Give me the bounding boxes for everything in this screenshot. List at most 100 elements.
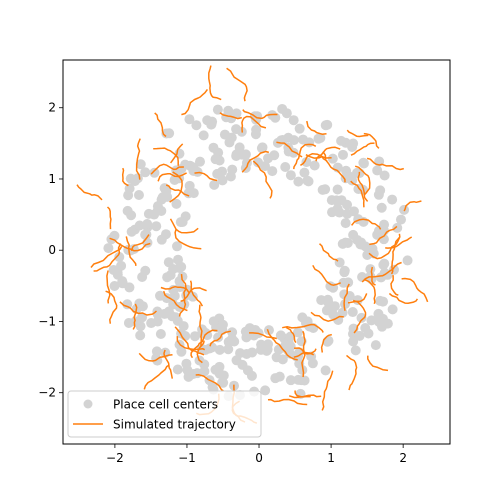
x-axis-ticks: −2 −1 0 1 2 <box>106 444 407 465</box>
place-cell-point <box>283 132 294 143</box>
place-cell-point <box>173 254 184 265</box>
place-cell-point <box>288 115 299 126</box>
place-cell-point <box>198 130 209 141</box>
place-cell-point <box>195 156 205 167</box>
place-cell-point <box>301 157 312 168</box>
place-cell-point <box>122 299 133 310</box>
place-cell-point <box>275 330 286 341</box>
trajectory-segment <box>310 311 344 322</box>
place-cell-point <box>321 305 332 316</box>
place-cell-point <box>189 331 200 342</box>
place-cell-point <box>155 290 165 301</box>
place-cell-point <box>372 165 383 176</box>
place-cell-point <box>342 208 353 219</box>
place-cell-point <box>177 217 188 228</box>
trajectory-segment <box>312 264 341 286</box>
trajectory-segment <box>321 370 334 411</box>
place-cell-point <box>303 176 314 187</box>
place-cell-point <box>373 308 384 319</box>
legend: Place cell centers Simulated trajectory <box>67 390 262 438</box>
legend-cell-marker <box>83 399 93 409</box>
trajectory-segment <box>357 171 369 202</box>
place-cell-point <box>320 365 331 376</box>
place-cell-point <box>333 314 344 325</box>
trajectory-segment <box>241 150 270 173</box>
place-cell-point <box>376 202 387 213</box>
place-cell-point <box>244 323 255 334</box>
place-cell-point <box>332 184 343 195</box>
trajectory-segment <box>130 234 150 252</box>
place-cell-point <box>342 199 353 210</box>
place-cell-point <box>136 312 147 323</box>
trajectory-segment <box>162 290 188 312</box>
trajectory-segment <box>367 355 389 372</box>
trajectory-segment <box>343 283 350 311</box>
place-cell-point <box>340 299 350 310</box>
place-cell-point <box>360 323 371 334</box>
trajectory-segment <box>150 163 184 175</box>
place-cell-point <box>209 179 220 190</box>
place-cell-point <box>133 190 144 201</box>
place-cell-point <box>356 312 367 323</box>
trajectory-segment <box>143 364 170 390</box>
y-tick-label: 2 <box>48 101 56 115</box>
trajectory-segment <box>181 88 209 116</box>
trajectory-segment <box>169 171 183 203</box>
place-cell-point <box>134 298 145 309</box>
place-cell-point <box>208 316 219 327</box>
trajectory-segment <box>346 354 358 391</box>
place-cell-point <box>343 277 354 288</box>
place-cell-point <box>103 243 114 254</box>
trajectory-segment <box>351 218 382 230</box>
trajectory-segment <box>370 266 376 286</box>
x-tick-label: −1 <box>178 451 196 465</box>
place-cell-point <box>164 128 175 139</box>
trajectory-segment <box>165 184 190 197</box>
place-cell-point <box>392 222 403 233</box>
place-cell-point <box>336 135 347 146</box>
place-cell-point <box>206 118 217 129</box>
trajectory-segment <box>252 160 273 199</box>
place-cell-point <box>315 132 326 143</box>
place-cell-point <box>187 291 198 302</box>
trajectory-segment <box>293 143 317 170</box>
place-cell-point <box>140 167 151 178</box>
trajectory-segment <box>125 236 137 266</box>
place-cell-point <box>260 161 270 172</box>
legend-cell-label: Place cell centers <box>113 398 218 412</box>
trajectory-segment <box>352 299 367 334</box>
place-cell-point <box>356 237 367 248</box>
trajectory-segment <box>350 142 375 156</box>
place-cell-point <box>235 348 246 359</box>
place-cell-point <box>231 108 242 119</box>
place-cell-point <box>331 195 342 206</box>
place-cell-point <box>114 252 125 263</box>
place-cell-point <box>263 153 274 164</box>
place-cell-point <box>379 170 390 181</box>
place-cell-point <box>347 307 358 318</box>
trajectory-segment <box>132 303 138 330</box>
place-cell-point <box>169 174 180 185</box>
place-cell-point <box>350 345 361 356</box>
place-cell-point <box>242 365 253 376</box>
trajectory-segment <box>106 270 111 304</box>
trajectory-segment <box>189 280 204 307</box>
trajectory-segment <box>153 147 179 166</box>
place-cell-point <box>191 120 202 131</box>
trajectory-segment <box>174 229 202 250</box>
trajectory-segment <box>361 261 402 283</box>
trajectory-segment <box>320 333 332 353</box>
place-cell-point <box>323 297 334 308</box>
legend-trajectory-label: Simulated trajectory <box>113 418 236 432</box>
place-cell-point <box>352 295 363 306</box>
trajectory-segment <box>390 275 399 296</box>
place-cell-point <box>367 243 378 254</box>
trajectory-segment <box>208 65 222 101</box>
trajectory-segment <box>178 274 187 317</box>
place-cell-point <box>192 166 203 177</box>
place-cell-point <box>262 344 273 355</box>
trajectory-segment <box>226 67 248 102</box>
trajectory-segment <box>366 157 404 171</box>
y-axis-ticks: −2 −1 0 1 2 <box>38 101 63 400</box>
